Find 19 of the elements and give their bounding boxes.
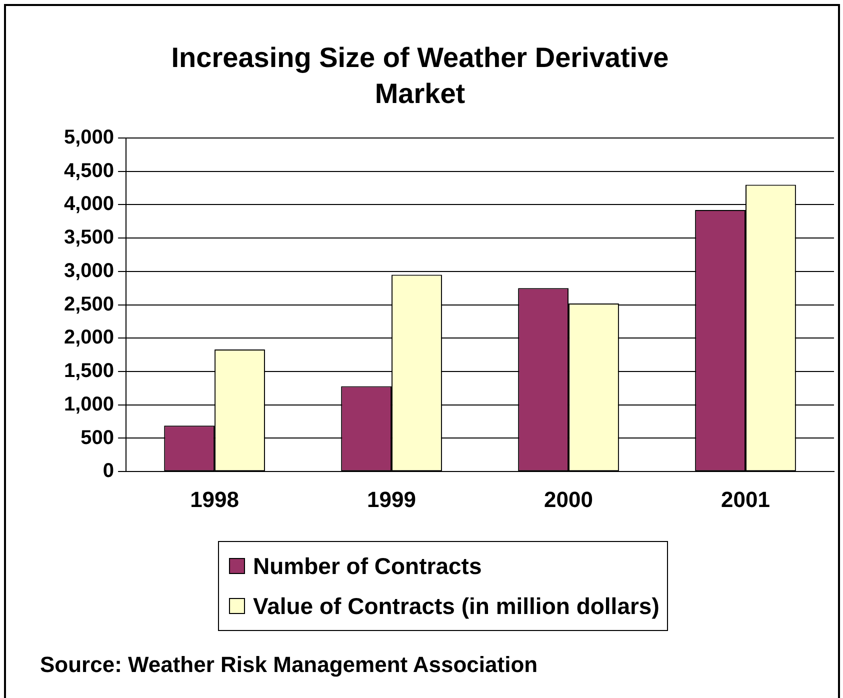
y-tick-label: 2,500 (64, 293, 114, 316)
y-tick-label: 2,000 (64, 326, 114, 349)
y-tick-label: 5,000 (64, 126, 114, 149)
source-note: Source: Weather Risk Management Association (40, 652, 538, 678)
y-tick-label: 4,500 (64, 160, 114, 182)
y-tick-label: 4,000 (64, 193, 114, 216)
y-tick-label: 3,500 (64, 226, 114, 249)
y-tick-label: 3,000 (64, 260, 114, 282)
y-tick-label: 1,500 (64, 360, 114, 382)
y-tick-label: 0 (102, 460, 114, 482)
x-tick-label: 1998 (190, 486, 240, 512)
x-tick-label: 2000 (544, 486, 593, 512)
x-tick-label: 1999 (367, 486, 416, 512)
x-tick-label: 2001 (721, 486, 770, 512)
y-tick-label: 500 (80, 426, 114, 449)
chart-title: Increasing Size of Weather Derivative Market (170, 41, 670, 111)
legend-label: Value of Contracts (in million dollars) (253, 592, 660, 621)
y-tick-label: 1,000 (64, 393, 114, 416)
legend-label: Number of Contracts (253, 552, 482, 581)
